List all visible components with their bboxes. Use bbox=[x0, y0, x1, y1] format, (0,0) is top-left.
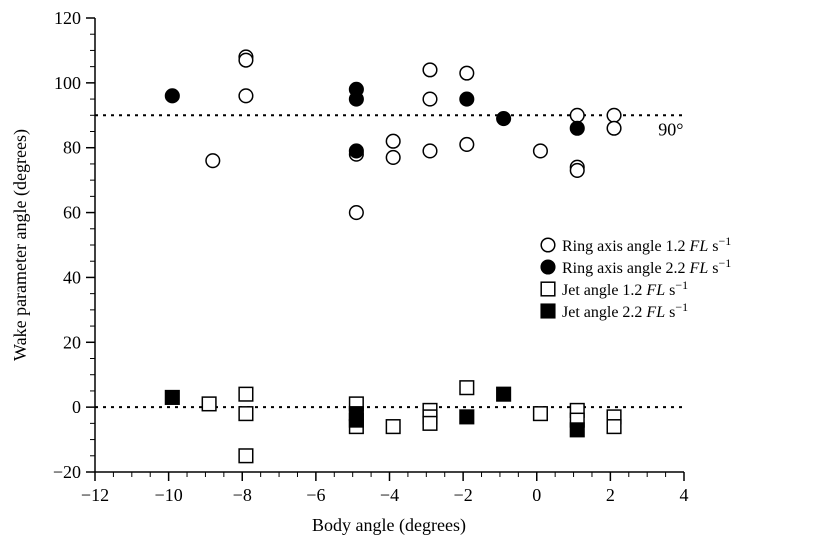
x-tick-label: 2 bbox=[606, 485, 615, 505]
legend-label: Jet angle 1.2 FL s−1 bbox=[562, 278, 688, 299]
x-tick-label: 0 bbox=[532, 485, 541, 505]
legend-marker bbox=[540, 237, 556, 253]
legend-item: Ring axis angle 2.2 FL s−1 bbox=[540, 256, 731, 277]
y-tick-label: −20 bbox=[53, 462, 81, 482]
legend-marker bbox=[540, 303, 556, 319]
filled-circle-point bbox=[569, 120, 585, 136]
y-tick-label: 20 bbox=[63, 332, 81, 352]
legend-label: Ring axis angle 1.2 FL s−1 bbox=[562, 234, 731, 255]
open-circle-point bbox=[606, 120, 622, 136]
open-circle-point bbox=[459, 136, 475, 153]
open-square-point bbox=[385, 419, 401, 435]
legend-marker bbox=[540, 259, 556, 275]
y-tick-label: 100 bbox=[54, 73, 81, 93]
x-tick-label: −12 bbox=[81, 485, 109, 505]
y-tick-label: 80 bbox=[63, 138, 81, 158]
open-square-point bbox=[422, 415, 438, 431]
data-points bbox=[164, 49, 622, 464]
legend-label: Ring axis angle 2.2 FL s−1 bbox=[562, 256, 731, 277]
filled-square-point bbox=[459, 409, 475, 425]
open-circle-point bbox=[238, 88, 254, 104]
legend-marker bbox=[540, 281, 556, 297]
series-0 bbox=[205, 49, 622, 221]
x-tick-label: −10 bbox=[155, 485, 183, 505]
legend-label: Jet angle 2.2 FL s−1 bbox=[562, 300, 688, 321]
open-circle-point bbox=[606, 107, 622, 123]
filled-circle-point bbox=[348, 143, 364, 159]
open-circle-point bbox=[569, 107, 585, 123]
y-tick-label: 40 bbox=[63, 267, 81, 287]
filled-circle-point bbox=[164, 88, 180, 104]
legend-item: Ring axis angle 1.2 FL s−1 bbox=[540, 234, 731, 255]
y-tick-label: 0 bbox=[72, 397, 81, 417]
series-3 bbox=[164, 386, 585, 438]
open-circle-point bbox=[238, 52, 254, 68]
open-circle-point bbox=[459, 65, 475, 81]
x-tick-label: −8 bbox=[233, 485, 252, 505]
y-tick-label: 120 bbox=[54, 8, 81, 28]
filled-square-point bbox=[569, 422, 585, 438]
series-1 bbox=[164, 81, 585, 159]
open-square-point bbox=[201, 396, 217, 412]
filled-square-point bbox=[348, 412, 364, 428]
open-circle-point bbox=[422, 143, 438, 159]
reference-line-label: 90° bbox=[658, 119, 683, 139]
reference-lines: 90° bbox=[95, 114, 684, 409]
open-circle-point bbox=[205, 153, 221, 169]
y-axis-label: Wake parameter angle (degrees) bbox=[10, 129, 31, 361]
x-tick-label: −4 bbox=[380, 485, 399, 505]
open-square-point bbox=[238, 448, 254, 464]
open-square-point bbox=[459, 380, 475, 396]
series-2 bbox=[201, 380, 622, 464]
legend-item: Jet angle 2.2 FL s−1 bbox=[540, 300, 688, 321]
open-circle-point bbox=[422, 62, 438, 78]
open-circle-point bbox=[422, 91, 438, 107]
filled-circle-point bbox=[459, 91, 475, 107]
x-axis-label: Body angle (degrees) bbox=[312, 515, 466, 536]
open-square-point bbox=[238, 386, 254, 402]
open-circle-point bbox=[532, 143, 548, 159]
filled-square-point bbox=[496, 386, 512, 402]
x-tick-label: −6 bbox=[306, 485, 325, 505]
open-square-point bbox=[606, 419, 622, 435]
legend-item: Jet angle 1.2 FL s−1 bbox=[540, 278, 688, 299]
open-circle-point bbox=[385, 133, 401, 149]
open-circle-point bbox=[348, 205, 364, 221]
open-square-point bbox=[532, 406, 548, 422]
filled-square-point bbox=[164, 389, 180, 405]
open-circle-point bbox=[569, 162, 585, 178]
open-square-point bbox=[238, 406, 254, 422]
filled-circle-point bbox=[348, 91, 364, 107]
open-circle-point bbox=[385, 149, 401, 165]
x-tick-label: −2 bbox=[454, 485, 473, 505]
filled-circle-point bbox=[496, 110, 512, 127]
x-tick-label: 4 bbox=[680, 485, 689, 505]
y-tick-label: 60 bbox=[63, 203, 81, 223]
